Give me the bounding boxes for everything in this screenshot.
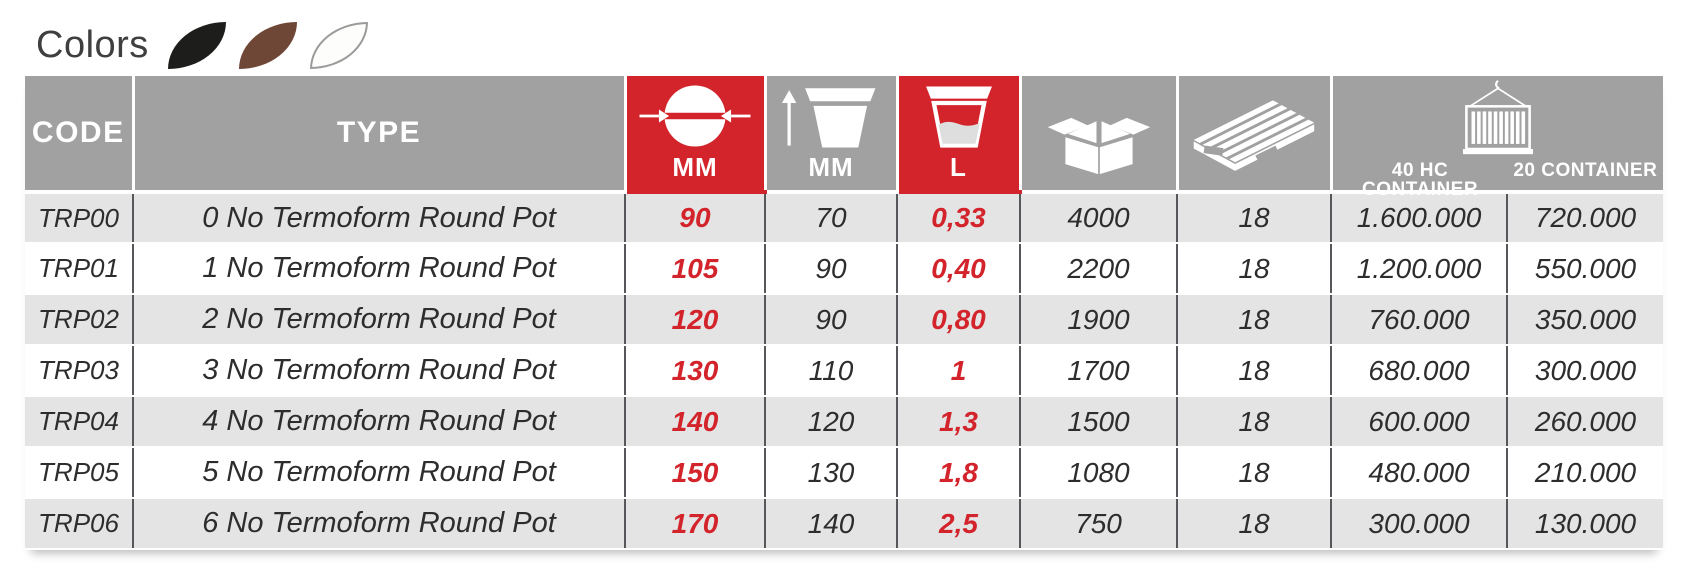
cell-pallet-qty: 18 [1177, 345, 1332, 397]
cell-box-qty: 1900 [1020, 294, 1178, 346]
diameter-icon [639, 84, 751, 147]
table-row: TRP03 3 No Termoform Round Pot 130 110 1… [25, 345, 1663, 397]
cell-type: 1 No Termoform Round Pot [133, 243, 626, 295]
cell-code: TRP03 [25, 345, 134, 397]
cell-box-qty: 1700 [1020, 345, 1178, 397]
pallet-icon [1193, 100, 1315, 171]
cell-type: 3 No Termoform Round Pot [133, 345, 626, 397]
cell-40hc-qty: 680.000 [1331, 345, 1508, 397]
cell-height-mm: 70 [765, 192, 898, 244]
cell-box-qty: 4000 [1020, 192, 1178, 244]
color-swatch-white [309, 21, 368, 69]
cell-volume-l: 0,80 [897, 294, 1021, 346]
box-icon [1047, 117, 1150, 175]
cell-box-qty: 1080 [1020, 447, 1178, 499]
header-code: CODE [25, 76, 135, 194]
cell-40hc-qty: 600.000 [1331, 396, 1508, 448]
cell-20-qty: 550.000 [1507, 243, 1663, 295]
cell-diameter-mm: 140 [625, 396, 766, 448]
cell-volume-l: 0,40 [897, 243, 1021, 295]
header-volume: L [897, 76, 1022, 194]
cell-20-qty: 130.000 [1507, 498, 1663, 550]
cell-code: TRP02 [25, 294, 134, 346]
cell-height-mm: 110 [765, 345, 898, 397]
header-row: CODE TYPE MM [25, 76, 1663, 199]
container-20-label: 20 CONTAINER [1513, 160, 1658, 181]
height-unit-label: MM [808, 152, 854, 182]
cell-diameter-mm: 150 [625, 447, 766, 499]
colors-bar: Colors [0, 0, 1686, 76]
cell-pallet-qty: 18 [1177, 447, 1332, 499]
cell-type: 5 No Termoform Round Pot [133, 447, 626, 499]
cell-box-qty: 1500 [1020, 396, 1178, 448]
cell-code: TRP04 [25, 396, 134, 448]
cell-volume-l: 2,5 [897, 498, 1021, 550]
header-type: TYPE [133, 76, 627, 194]
cell-40hc-qty: 300.000 [1331, 498, 1508, 550]
cell-diameter-mm: 105 [625, 243, 766, 295]
cell-height-mm: 90 [765, 243, 898, 295]
colors-label: Colors [36, 23, 149, 66]
cell-type: 6 No Termoform Round Pot [133, 498, 626, 550]
volume-icon [925, 86, 992, 148]
cell-20-qty: 210.000 [1507, 447, 1663, 499]
height-icon [781, 87, 876, 147]
table-row: TRP04 4 No Termoform Round Pot 140 120 1… [25, 396, 1663, 448]
cell-pallet-qty: 18 [1177, 498, 1332, 550]
cell-diameter-mm: 90 [625, 192, 766, 244]
cell-pallet-qty: 18 [1177, 294, 1332, 346]
table-row: TRP06 6 No Termoform Round Pot 170 140 2… [25, 498, 1663, 550]
cell-diameter-mm: 170 [625, 498, 766, 550]
cell-diameter-mm: 130 [625, 345, 766, 397]
cell-20-qty: 300.000 [1507, 345, 1663, 397]
cell-type: 4 No Termoform Round Pot [133, 396, 626, 448]
header-diameter: MM [625, 76, 767, 194]
cell-box-qty: 2200 [1020, 243, 1178, 295]
header-box-qty [1020, 76, 1179, 194]
cell-volume-l: 0,33 [897, 192, 1021, 244]
container-icon [1462, 79, 1533, 155]
container-40hc-label: 40 HC CONTAINER [1362, 160, 1479, 200]
header-height: MM [765, 76, 899, 194]
cell-pallet-qty: 18 [1177, 192, 1332, 244]
table-row: TRP00 0 No Termoform Round Pot 90 70 0,3… [25, 192, 1663, 244]
cell-code: TRP06 [25, 498, 134, 550]
cell-height-mm: 120 [765, 396, 898, 448]
diameter-unit-label: MM [672, 152, 718, 182]
header-pallet-qty [1177, 76, 1333, 194]
cell-40hc-qty: 760.000 [1331, 294, 1508, 346]
table-row: TRP01 1 No Termoform Round Pot 105 90 0,… [25, 243, 1663, 295]
header-containers: 40 HC CONTAINER 20 CONTAINER [1331, 76, 1663, 199]
cell-height-mm: 140 [765, 498, 898, 550]
cell-code: TRP01 [25, 243, 134, 295]
volume-unit-label: L [950, 152, 967, 182]
cell-type: 0 No Termoform Round Pot [133, 192, 626, 244]
cell-40hc-qty: 1.600.000 [1331, 192, 1508, 244]
cell-code: TRP05 [25, 447, 134, 499]
cell-height-mm: 90 [765, 294, 898, 346]
cell-volume-l: 1,8 [897, 447, 1021, 499]
cell-code: TRP00 [25, 192, 134, 244]
color-swatch-brown [238, 21, 297, 69]
cell-20-qty: 260.000 [1507, 396, 1663, 448]
cell-type: 2 No Termoform Round Pot [133, 294, 626, 346]
cell-volume-l: 1,3 [897, 396, 1021, 448]
spec-table: CODE TYPE MM [25, 76, 1663, 550]
cell-20-qty: 350.000 [1507, 294, 1663, 346]
cell-pallet-qty: 18 [1177, 243, 1332, 295]
table-row: TRP02 2 No Termoform Round Pot 120 90 0,… [25, 294, 1663, 346]
cell-box-qty: 750 [1020, 498, 1178, 550]
cell-20-qty: 720.000 [1507, 192, 1663, 244]
cell-height-mm: 130 [765, 447, 898, 499]
cell-volume-l: 1 [897, 345, 1021, 397]
table-row: TRP05 5 No Termoform Round Pot 150 130 1… [25, 447, 1663, 499]
cell-pallet-qty: 18 [1177, 396, 1332, 448]
color-swatch-black [167, 21, 226, 69]
cell-40hc-qty: 480.000 [1331, 447, 1508, 499]
cell-40hc-qty: 1.200.000 [1331, 243, 1508, 295]
cell-diameter-mm: 120 [625, 294, 766, 346]
